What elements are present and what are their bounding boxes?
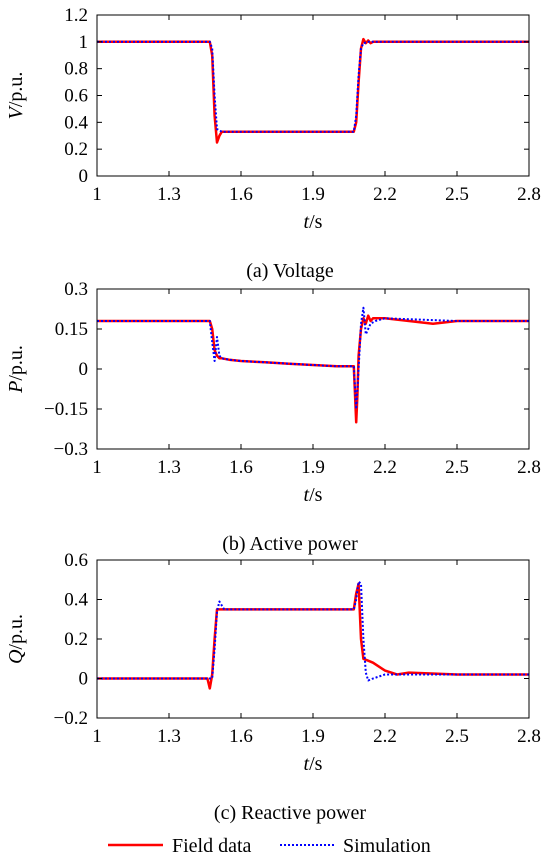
x-tick-label: 2.5	[445, 726, 469, 747]
panel-caption: (a) Voltage	[246, 260, 334, 282]
series-line-field-data	[97, 37, 529, 144]
y-tick-label: 0.4	[64, 590, 88, 611]
y-tick-label: 1	[79, 32, 89, 53]
chart-panel-2: 1 1.3 1.6 1.9 2.2 2.5 2.8 −0.3 −0.15 0 0.15 0.3 t/s P…	[5, 279, 541, 555]
x-tick-label: 1	[92, 457, 102, 478]
x-tick-label: 1.3	[157, 184, 181, 205]
x-tick-label: 2.8	[517, 184, 541, 205]
x-tick-label: 2.8	[517, 726, 541, 747]
x-tick-label: 2.2	[373, 184, 397, 205]
x-tick-label: 2.2	[373, 457, 397, 478]
y-tick-label: 1.2	[64, 5, 88, 26]
y-tick-label: 0.6	[64, 550, 88, 571]
chart-panel-3: 1 1.3 1.6 1.9 2.2 2.5 2.8 −0.2 0 0.2 0.4 0.6 t/s Q/p.…	[5, 550, 541, 824]
plot-frame	[96, 14, 530, 177]
chart-panel-1: 1 1.3 1.6 1.9 2.2 2.5 2.8 0 0.2 0.4 0.6 0.8 1 1.2 t/s V…	[5, 5, 541, 282]
x-tick-label: 2.8	[517, 457, 541, 478]
y-tick-label: 0	[79, 669, 89, 690]
x-tick-label: 1.9	[301, 726, 325, 747]
y-tick-label: 0	[79, 166, 89, 187]
series-line-simulation	[97, 306, 529, 410]
y-tick-label: 0.3	[64, 279, 88, 300]
plot-frame	[96, 288, 530, 450]
plot-frame	[96, 559, 530, 719]
y-axis-label: Q/p.u.	[5, 614, 27, 664]
series-line-simulation	[97, 40, 529, 133]
x-tick-label: 2.5	[445, 184, 469, 205]
x-tick-label: 1	[92, 726, 102, 747]
y-tick-label: −0.2	[54, 708, 88, 729]
y-tick-label: −0.3	[54, 439, 88, 460]
y-tick-label: 0	[79, 359, 89, 380]
x-tick-label: 1.3	[157, 726, 181, 747]
y-tick-label: 0.2	[64, 139, 88, 160]
x-tick-label: 1	[92, 184, 102, 205]
series-line-field-data	[97, 582, 529, 690]
legend-field-label: Field data	[172, 835, 252, 857]
x-tick-label: 2.5	[445, 457, 469, 478]
x-tick-label: 1.9	[301, 184, 325, 205]
x-tick-label: 1.6	[229, 726, 253, 747]
y-tick-label: 0.8	[64, 59, 88, 80]
x-axis-label: t/s	[304, 211, 323, 233]
y-tick-label: 0.6	[64, 86, 88, 107]
y-axis-label: P/p.u.	[5, 345, 27, 394]
legend: Field data Simulation	[108, 835, 431, 857]
chart-panels: 1 1.3 1.6 1.9 2.2 2.5 2.8 0 0.2 0.4 0.6 0.8 1 1.2 t/s V…	[5, 5, 541, 824]
y-tick-label: 0.4	[64, 112, 88, 133]
x-axis-label: t/s	[304, 484, 323, 506]
x-axis-label: t/s	[304, 753, 323, 775]
x-tick-label: 1.3	[157, 457, 181, 478]
y-tick-label: 0.15	[55, 319, 88, 340]
y-tick-label: 0.2	[64, 629, 88, 650]
panel-caption: (c) Reactive power	[214, 802, 366, 824]
x-tick-label: 2.2	[373, 726, 397, 747]
panel-caption: (b) Active power	[222, 533, 358, 555]
x-tick-label: 1.9	[301, 457, 325, 478]
legend-simulation-label: Simulation	[343, 835, 431, 857]
y-axis-label: V/p.u.	[5, 72, 27, 120]
series-line-simulation	[97, 580, 529, 682]
x-tick-label: 1.6	[229, 457, 253, 478]
series-line-field-data	[97, 314, 529, 424]
y-tick-label: −0.15	[44, 399, 88, 420]
x-tick-label: 1.6	[229, 184, 253, 205]
